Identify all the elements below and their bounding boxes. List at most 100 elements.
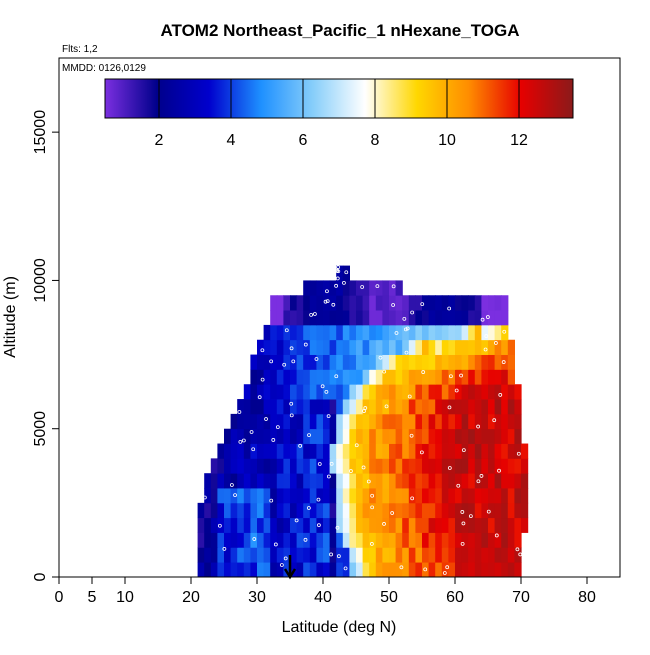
heatmap-cell [270, 384, 278, 400]
heatmap-cell [389, 562, 397, 577]
heatmap-cell [349, 339, 357, 355]
heatmap-cell [408, 413, 416, 430]
heatmap-cell [461, 547, 469, 563]
heatmap-cell [276, 488, 284, 504]
sample-point [269, 498, 274, 503]
heatmap-cell [395, 562, 403, 577]
heatmap-cell [204, 532, 212, 548]
heatmap-cell [243, 502, 251, 519]
heatmap-cell [283, 354, 291, 370]
heatmap-cell [257, 547, 265, 563]
heatmap-cell [389, 354, 397, 370]
heatmap-cell [283, 473, 291, 489]
heatmap-cell [290, 413, 298, 430]
heatmap-cell [402, 413, 410, 430]
heatmap-cell [356, 413, 364, 430]
heatmap-cell [435, 502, 443, 519]
heatmap-cell [342, 443, 350, 459]
heatmap-cell [408, 488, 416, 504]
heatmap-cell [428, 502, 436, 519]
heatmap-cell [303, 324, 311, 341]
sample-point [363, 406, 368, 410]
heatmap-cell [474, 354, 482, 370]
heatmap-cell [303, 354, 311, 370]
heatmap-cell [276, 384, 284, 400]
heatmap-cell [276, 339, 284, 355]
sample-point [501, 360, 506, 364]
x-tick-label: 70 [512, 589, 530, 606]
heatmap-cell [468, 502, 476, 519]
heatmap-cell [408, 458, 416, 474]
heatmap-cell [309, 532, 317, 548]
heatmap-cell [448, 517, 456, 533]
heatmap-cell [488, 547, 496, 563]
heatmap-cell [296, 562, 304, 577]
heatmap-cell [501, 562, 509, 577]
heatmap-cell [455, 295, 463, 311]
heatmap-cell [481, 369, 489, 385]
heatmap-cell [455, 369, 463, 385]
heatmap-cell [375, 532, 383, 548]
heatmap-cell [494, 384, 502, 400]
heatmap-cell [323, 399, 331, 415]
heatmap-cell [455, 547, 463, 563]
sample-point [275, 425, 280, 430]
heatmap-cell [342, 517, 350, 533]
heatmap-cell [243, 517, 251, 533]
heatmap-cell [514, 384, 522, 400]
heatmap-cell [204, 473, 212, 489]
heatmap-cell [263, 399, 271, 415]
heatmap-cell [428, 547, 436, 563]
heatmap-cell [362, 280, 370, 296]
sample-point [298, 443, 303, 448]
heatmap-cell [507, 399, 515, 415]
heatmap-cell [356, 547, 364, 563]
heatmap-cell [488, 339, 496, 355]
heatmap-cell [408, 324, 416, 341]
heatmap-cell [415, 339, 423, 355]
heatmap-cell [210, 458, 218, 474]
sample-point [306, 506, 311, 510]
sample-point [309, 312, 314, 317]
heatmap-cell [402, 547, 410, 563]
heatmap-cell [296, 517, 304, 533]
heatmap-cell [402, 473, 410, 489]
sample-point [391, 303, 396, 307]
sample-point [486, 509, 491, 514]
heatmap-cell [474, 488, 482, 504]
heatmap-cell [356, 517, 364, 533]
sample-point [483, 347, 488, 352]
heatmap-cell [507, 562, 515, 577]
heatmap-cell [494, 517, 502, 533]
heatmap-cell [270, 428, 278, 444]
heatmap-cell [290, 458, 298, 474]
heatmap-cell [514, 532, 522, 548]
heatmap-cell [342, 488, 350, 504]
heatmap-cell [415, 458, 423, 474]
heatmap-cell [230, 502, 238, 519]
heatmap-cell [356, 384, 364, 400]
heatmap-cell [448, 473, 456, 489]
sample-point [279, 563, 284, 567]
heatmap-cell [455, 532, 463, 548]
sample-point [447, 405, 452, 410]
heatmap-cell [257, 532, 265, 548]
sample-point [384, 404, 389, 409]
heatmap-cell [362, 384, 370, 400]
heatmap-cell [428, 413, 436, 430]
heatmap-cell [389, 384, 397, 400]
sample-point [336, 554, 341, 559]
heatmap-cell [336, 324, 344, 341]
heatmap-cell [323, 488, 331, 504]
heatmap-cell [501, 384, 509, 400]
heatmap-cell [336, 517, 344, 533]
heatmap-cell [474, 413, 482, 430]
heatmap-cell [375, 488, 383, 504]
heatmap-cell [349, 428, 357, 444]
sample-point [449, 374, 453, 379]
heatmap-cell [290, 295, 298, 311]
sample-point [461, 448, 466, 453]
heatmap-cell [230, 562, 238, 577]
heatmap-cell [243, 547, 251, 563]
heatmap-cell [349, 310, 357, 326]
